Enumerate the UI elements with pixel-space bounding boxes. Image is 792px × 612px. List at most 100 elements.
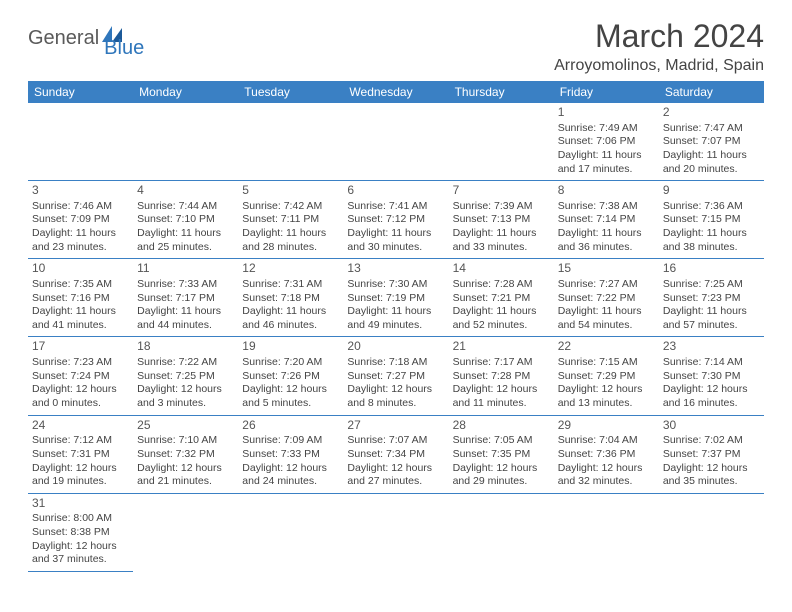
day-header-row: Sunday Monday Tuesday Wednesday Thursday… (28, 81, 764, 103)
calendar-cell: 15Sunrise: 7:27 AMSunset: 7:22 PMDayligh… (554, 259, 659, 337)
daylight-text: Daylight: 12 hours and 16 minutes. (663, 383, 760, 410)
calendar-cell (133, 103, 238, 181)
sunrise-text: Sunrise: 7:18 AM (347, 356, 444, 370)
sunset-text: Sunset: 7:15 PM (663, 213, 760, 227)
daylight-text: Daylight: 12 hours and 13 minutes. (558, 383, 655, 410)
title-block: March 2024 Arroyomolinos, Madrid, Spain (554, 18, 764, 75)
sunrise-text: Sunrise: 7:35 AM (32, 278, 129, 292)
sunset-text: Sunset: 7:16 PM (32, 292, 129, 306)
sunrise-text: Sunrise: 7:49 AM (558, 122, 655, 136)
day-number: 26 (242, 418, 339, 434)
daylight-text: Daylight: 11 hours and 54 minutes. (558, 305, 655, 332)
day-number: 16 (663, 261, 760, 277)
sunset-text: Sunset: 7:14 PM (558, 213, 655, 227)
sunset-text: Sunset: 7:23 PM (663, 292, 760, 306)
day-number: 31 (32, 496, 129, 512)
daylight-text: Daylight: 11 hours and 36 minutes. (558, 227, 655, 254)
daylight-text: Daylight: 11 hours and 33 minutes. (453, 227, 550, 254)
daylight-text: Daylight: 11 hours and 41 minutes. (32, 305, 129, 332)
sunset-text: Sunset: 7:12 PM (347, 213, 444, 227)
daylight-text: Daylight: 11 hours and 49 minutes. (347, 305, 444, 332)
calendar-cell: 24Sunrise: 7:12 AMSunset: 7:31 PMDayligh… (28, 415, 133, 493)
sunset-text: Sunset: 7:19 PM (347, 292, 444, 306)
sunset-text: Sunset: 7:17 PM (137, 292, 234, 306)
sunset-text: Sunset: 7:35 PM (453, 448, 550, 462)
day-header: Saturday (659, 81, 764, 103)
calendar-cell: 20Sunrise: 7:18 AMSunset: 7:27 PMDayligh… (343, 337, 448, 415)
daylight-text: Daylight: 12 hours and 32 minutes. (558, 462, 655, 489)
day-number: 20 (347, 339, 444, 355)
sunset-text: Sunset: 7:32 PM (137, 448, 234, 462)
day-number: 14 (453, 261, 550, 277)
daylight-text: Daylight: 12 hours and 37 minutes. (32, 540, 129, 567)
calendar-cell: 13Sunrise: 7:30 AMSunset: 7:19 PMDayligh… (343, 259, 448, 337)
sunset-text: Sunset: 7:30 PM (663, 370, 760, 384)
day-number: 23 (663, 339, 760, 355)
day-number: 7 (453, 183, 550, 199)
sunset-text: Sunset: 7:21 PM (453, 292, 550, 306)
header: General Blue March 2024 Arroyomolinos, M… (28, 18, 764, 75)
calendar-cell (28, 103, 133, 181)
daylight-text: Daylight: 12 hours and 8 minutes. (347, 383, 444, 410)
calendar-body: 1Sunrise: 7:49 AMSunset: 7:06 PMDaylight… (28, 103, 764, 571)
day-number: 3 (32, 183, 129, 199)
sunset-text: Sunset: 7:34 PM (347, 448, 444, 462)
sunrise-text: Sunrise: 8:00 AM (32, 512, 129, 526)
calendar-cell: 10Sunrise: 7:35 AMSunset: 7:16 PMDayligh… (28, 259, 133, 337)
daylight-text: Daylight: 12 hours and 3 minutes. (137, 383, 234, 410)
calendar-cell: 22Sunrise: 7:15 AMSunset: 7:29 PMDayligh… (554, 337, 659, 415)
sunrise-text: Sunrise: 7:20 AM (242, 356, 339, 370)
daylight-text: Daylight: 12 hours and 5 minutes. (242, 383, 339, 410)
sunrise-text: Sunrise: 7:30 AM (347, 278, 444, 292)
calendar-cell (343, 493, 448, 571)
sunset-text: Sunset: 7:11 PM (242, 213, 339, 227)
sunrise-text: Sunrise: 7:39 AM (453, 200, 550, 214)
sunset-text: Sunset: 7:37 PM (663, 448, 760, 462)
sunrise-text: Sunrise: 7:12 AM (32, 434, 129, 448)
daylight-text: Daylight: 11 hours and 30 minutes. (347, 227, 444, 254)
sunrise-text: Sunrise: 7:28 AM (453, 278, 550, 292)
day-number: 10 (32, 261, 129, 277)
daylight-text: Daylight: 12 hours and 0 minutes. (32, 383, 129, 410)
calendar-cell: 2Sunrise: 7:47 AMSunset: 7:07 PMDaylight… (659, 103, 764, 181)
sunset-text: Sunset: 7:24 PM (32, 370, 129, 384)
day-number: 4 (137, 183, 234, 199)
sunrise-text: Sunrise: 7:44 AM (137, 200, 234, 214)
day-number: 28 (453, 418, 550, 434)
calendar-cell: 6Sunrise: 7:41 AMSunset: 7:12 PMDaylight… (343, 181, 448, 259)
sunset-text: Sunset: 7:22 PM (558, 292, 655, 306)
sunset-text: Sunset: 7:33 PM (242, 448, 339, 462)
daylight-text: Daylight: 11 hours and 52 minutes. (453, 305, 550, 332)
sunrise-text: Sunrise: 7:46 AM (32, 200, 129, 214)
daylight-text: Daylight: 11 hours and 17 minutes. (558, 149, 655, 176)
sunrise-text: Sunrise: 7:42 AM (242, 200, 339, 214)
sunrise-text: Sunrise: 7:25 AM (663, 278, 760, 292)
calendar-cell: 21Sunrise: 7:17 AMSunset: 7:28 PMDayligh… (449, 337, 554, 415)
calendar-cell: 18Sunrise: 7:22 AMSunset: 7:25 PMDayligh… (133, 337, 238, 415)
sunrise-text: Sunrise: 7:23 AM (32, 356, 129, 370)
brand-logo: General Blue (28, 18, 146, 51)
sunrise-text: Sunrise: 7:02 AM (663, 434, 760, 448)
day-number: 27 (347, 418, 444, 434)
sunrise-text: Sunrise: 7:04 AM (558, 434, 655, 448)
sunset-text: Sunset: 7:18 PM (242, 292, 339, 306)
calendar-cell (449, 103, 554, 181)
calendar-cell: 7Sunrise: 7:39 AMSunset: 7:13 PMDaylight… (449, 181, 554, 259)
calendar-row: 3Sunrise: 7:46 AMSunset: 7:09 PMDaylight… (28, 181, 764, 259)
calendar-cell: 16Sunrise: 7:25 AMSunset: 7:23 PMDayligh… (659, 259, 764, 337)
sunrise-text: Sunrise: 7:27 AM (558, 278, 655, 292)
sunset-text: Sunset: 7:29 PM (558, 370, 655, 384)
calendar-cell: 29Sunrise: 7:04 AMSunset: 7:36 PMDayligh… (554, 415, 659, 493)
calendar-cell (343, 103, 448, 181)
sunset-text: Sunset: 7:07 PM (663, 135, 760, 149)
calendar-cell: 8Sunrise: 7:38 AMSunset: 7:14 PMDaylight… (554, 181, 659, 259)
sunrise-text: Sunrise: 7:17 AM (453, 356, 550, 370)
day-header: Wednesday (343, 81, 448, 103)
calendar-cell: 12Sunrise: 7:31 AMSunset: 7:18 PMDayligh… (238, 259, 343, 337)
sunset-text: Sunset: 7:36 PM (558, 448, 655, 462)
day-number: 25 (137, 418, 234, 434)
sunrise-text: Sunrise: 7:05 AM (453, 434, 550, 448)
sunset-text: Sunset: 7:25 PM (137, 370, 234, 384)
calendar-cell: 28Sunrise: 7:05 AMSunset: 7:35 PMDayligh… (449, 415, 554, 493)
daylight-text: Daylight: 11 hours and 38 minutes. (663, 227, 760, 254)
